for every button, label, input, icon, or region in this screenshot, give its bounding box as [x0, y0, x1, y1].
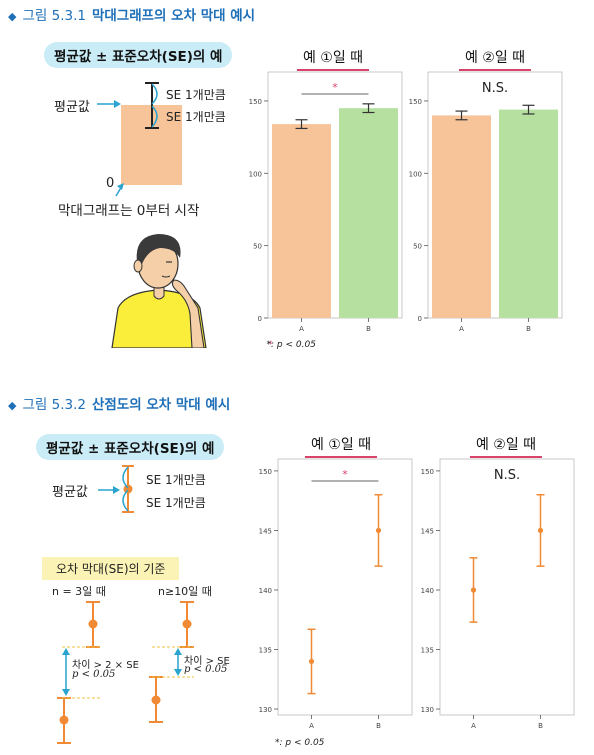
schematic-point	[123, 484, 133, 494]
figure-heading-2: ◆ 그림 5.3.2 산점도의 오차 막대 예시	[8, 393, 230, 413]
bar-chart-example1: 0 50 100 150 A B *	[249, 71, 403, 333]
not-significant-label: N.S.	[482, 81, 508, 96]
panel-title-example2-scatter: 예 ②일 때	[469, 434, 543, 458]
point-A	[308, 658, 315, 665]
se-brace-top	[151, 83, 158, 105]
n10-upper-point	[182, 619, 192, 629]
criteria-title: 오차 막대(SE)의 기준	[42, 557, 180, 580]
point-B	[375, 527, 382, 534]
footnote-fig2: *: p < 0.05	[275, 738, 325, 748]
x-tick-label-B: B	[526, 325, 531, 333]
diff-n10-label: 차이 > SE	[184, 656, 230, 667]
se-label-upper: SE 1개만큼	[166, 88, 226, 102]
y-tick-label: 100	[249, 170, 262, 178]
y-tick-label: 150	[259, 468, 272, 476]
bar-A	[272, 124, 331, 318]
diff-n3-label: 차이 > 2 × SE	[72, 660, 139, 671]
scatter-chart-example2: 130 135 140 145 150 A B N.S.	[421, 458, 575, 730]
y-tick-label: 135	[421, 647, 434, 655]
plot-frame	[439, 458, 575, 716]
panel-title-example1-scatter: 예 ①일 때	[304, 434, 378, 458]
panel-title-example2-bar: 예 ②일 때	[458, 47, 532, 71]
significance-star: *	[342, 468, 348, 481]
y-tick-label: 145	[259, 527, 272, 535]
zero-label: 0	[106, 176, 115, 191]
y-tick-label: 130	[259, 706, 272, 714]
bar-B	[339, 108, 398, 318]
y-tick-label: 50	[413, 243, 422, 251]
mean-arrow-icon	[114, 100, 121, 108]
p-value-n3: p < 0.05	[72, 669, 116, 680]
se-label-lower: SE 1개만큼	[146, 496, 206, 510]
x-tick-label-B: B	[538, 722, 543, 730]
x-tick-label-A: A	[299, 325, 304, 333]
y-tick-label: 100	[409, 170, 422, 178]
point-schematic	[57, 465, 194, 744]
diamond-icon: ◆	[8, 399, 17, 412]
mean-se-pill: 평균값 ± 표준오차(SE)의 예	[36, 434, 225, 460]
y-tick-label: 140	[421, 587, 434, 595]
x-tick-label-A: A	[471, 722, 476, 730]
n3-lower-point	[59, 715, 69, 725]
mean-label: 평균값	[52, 485, 88, 500]
plot-frame	[267, 71, 403, 319]
se-brace-bottom	[151, 105, 158, 128]
y-tick-label: 0	[258, 315, 262, 323]
bar-chart-example2: 0 50 100 150 A B N.S.	[409, 71, 563, 333]
y-tick-label: 145	[421, 527, 434, 535]
not-significant-label: N.S.	[494, 468, 520, 483]
figure-number: 그림 5.3.2	[22, 397, 86, 413]
zero-start-note: 막대그래프는 0부터 시작	[58, 203, 200, 219]
mean-se-pill: 평균값 ± 표준오차(SE)의 예	[44, 42, 233, 68]
n3-label: n = 3일 때	[52, 585, 106, 598]
n10-label: n≥10일 때	[158, 585, 212, 598]
figure-title: 막대그래프의 오차 막대 예시	[91, 8, 256, 24]
y-tick-label: 150	[409, 98, 422, 106]
y-tick-label: 140	[259, 587, 272, 595]
mean-label: 평균값	[54, 100, 90, 115]
y-tick-label: 135	[259, 647, 272, 655]
mean-arrow-icon	[113, 486, 120, 494]
plot-frame	[427, 71, 563, 319]
bar-A	[432, 115, 491, 318]
x-tick-label-B: B	[376, 722, 381, 730]
significance-star: *	[332, 81, 338, 94]
bar-B	[499, 109, 558, 318]
plot-frame	[277, 458, 413, 716]
figure-number: 그림 5.3.1	[22, 8, 86, 24]
n3-upper-point	[88, 619, 98, 629]
n10-lower-point	[151, 695, 161, 705]
y-tick-label: 150	[421, 468, 434, 476]
p-value-n10: p < 0.05	[184, 664, 228, 675]
figure-heading-1: ◆ 그림 5.3.1 막대그래프의 오차 막대 예시	[8, 4, 255, 24]
se-label-lower: SE 1개만큼	[166, 110, 226, 124]
y-tick-label: 150	[249, 98, 262, 106]
scatter-chart-example1: 130 135 140 145 150 A B *	[259, 458, 413, 730]
bar-schematic	[97, 82, 182, 197]
thinking-person-illustration	[111, 234, 207, 348]
panel-title-example1-bar: 예 ①일 때	[296, 47, 370, 71]
y-tick-label: 130	[421, 706, 434, 714]
x-tick-label-A: A	[309, 722, 314, 730]
se-label-upper: SE 1개만큼	[146, 473, 206, 487]
y-tick-label: 50	[253, 243, 262, 251]
diamond-icon: ◆	[8, 10, 17, 23]
point-A	[470, 587, 477, 593]
footnote-fig1: **: p < 0.05	[266, 340, 316, 350]
figure-title: 산점도의 오차 막대 예시	[91, 397, 231, 413]
x-tick-label-B: B	[366, 325, 371, 333]
zero-arrow-icon	[117, 183, 124, 190]
point-B	[537, 527, 544, 534]
x-tick-label-A: A	[459, 325, 464, 333]
y-tick-label: 0	[418, 315, 422, 323]
